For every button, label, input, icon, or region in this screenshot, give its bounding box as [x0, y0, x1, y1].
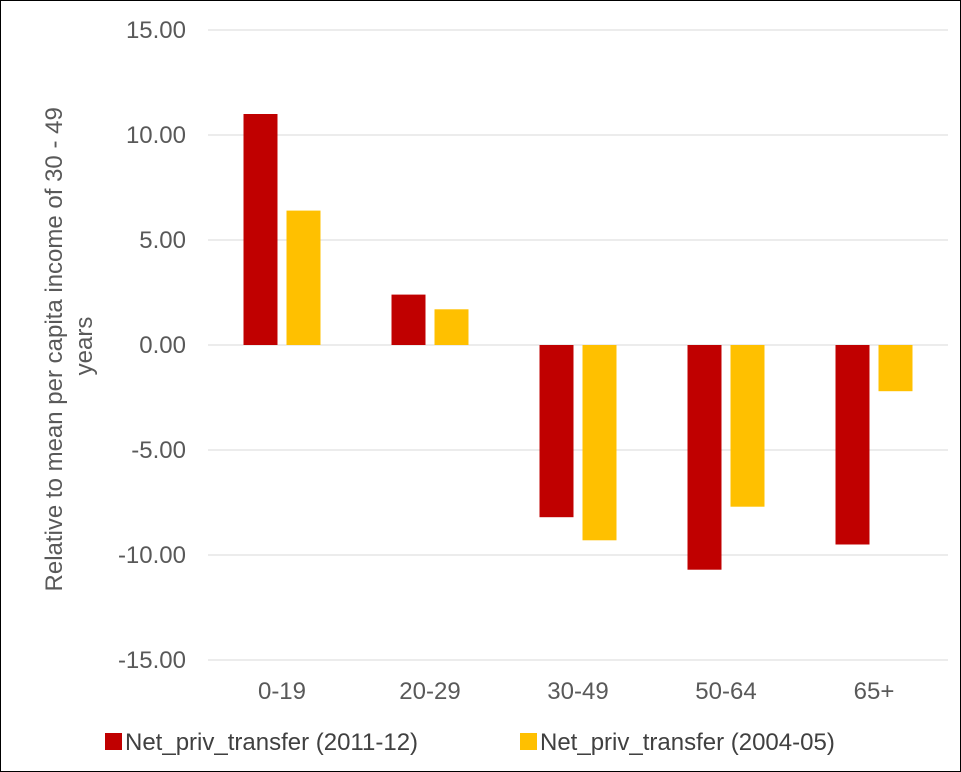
- bar-30-49-series-2: [582, 345, 617, 541]
- bar-0-19-series-1: [243, 114, 278, 345]
- bar-65+-series-1: [835, 345, 870, 545]
- x-tick-label: 30-49: [547, 678, 608, 705]
- x-tick-label: 65+: [854, 678, 895, 705]
- gridlines: [208, 29, 948, 661]
- bar-20-29-series-2: [434, 309, 469, 345]
- bar-0-19-series-2: [286, 210, 321, 345]
- bar-20-29-series-1: [391, 294, 426, 345]
- bar-50-64-series-2: [730, 345, 765, 507]
- y-tick-label: -10.00: [118, 542, 186, 569]
- y-axis-title: Relative to mean per capita income of 30…: [41, 101, 98, 592]
- y-tick-label: 15.00: [126, 17, 186, 44]
- x-axis-ticks: 0-19 20-29 30-49 50-64 65+: [258, 678, 894, 705]
- x-tick-label: 0-19: [258, 678, 306, 705]
- x-tick-label: 50-64: [695, 678, 756, 705]
- bar-30-49-series-1: [539, 345, 574, 518]
- y-axis-title-line-1: Relative to mean per capita income of 30…: [41, 107, 68, 591]
- y-tick-label: 0.00: [139, 332, 186, 359]
- y-tick-label: 5.00: [139, 227, 186, 254]
- legend-swatch: [105, 733, 122, 750]
- legend-label: Net_priv_transfer (2004-05): [540, 729, 835, 756]
- legend-label: Net_priv_transfer (2011-12): [125, 729, 418, 756]
- y-axis-title-line-2: years: [71, 317, 98, 376]
- y-tick-label: 10.00: [126, 122, 186, 149]
- y-tick-label: -5.00: [131, 437, 186, 464]
- legend: Net_priv_transfer (2011-12) Net_priv_tran…: [105, 729, 835, 756]
- y-tick-label: -15.00: [118, 647, 186, 674]
- bar-50-64-series-1: [687, 345, 722, 570]
- legend-swatch: [520, 733, 537, 750]
- x-tick-label: 20-29: [399, 678, 460, 705]
- y-axis-ticks: 15.00 10.00 5.00 0.00 -5.00 -10.00 -15.00: [118, 17, 186, 674]
- bars: [243, 114, 913, 570]
- bar-65+-series-2: [878, 345, 913, 392]
